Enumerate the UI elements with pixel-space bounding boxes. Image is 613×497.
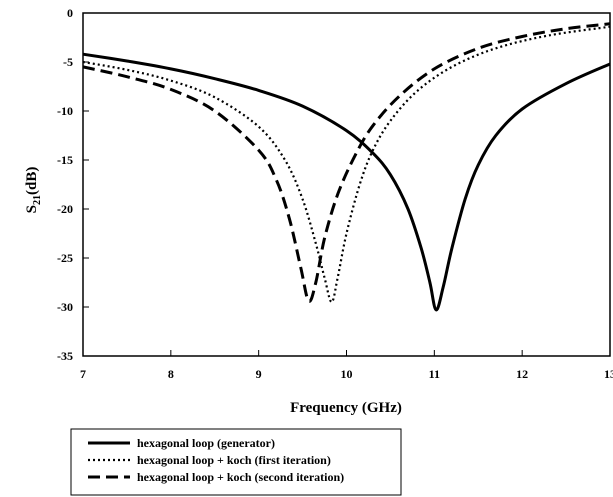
plot-area [82, 12, 611, 357]
x-tick-label: 9 [256, 367, 262, 381]
x-tick-label: 7 [80, 367, 86, 381]
legend: hexagonal loop (generator) hexagonal loop… [70, 428, 402, 496]
y-tick-label: -15 [57, 153, 73, 167]
y-tick-label: -30 [57, 300, 73, 314]
legend-box [70, 428, 402, 496]
y-tick-label: 0 [67, 6, 73, 20]
y-tick-label: -5 [63, 55, 73, 69]
series-line-3 [82, 22, 611, 303]
legend-label-1: hexagonal loop (generator) [137, 436, 275, 450]
x-tick-label: 11 [429, 367, 440, 381]
legend-label-2: hexagonal loop + koch (first iteration) [137, 453, 331, 467]
y-axis: 0 -5 -10 -15 -20 -25 -30 -35 [57, 6, 89, 363]
legend-label-3: hexagonal loop + koch (second iteration) [137, 470, 344, 484]
x-tick-label: 13 [604, 367, 613, 381]
x-tick-label: 12 [516, 367, 528, 381]
series-layer [82, 22, 611, 312]
y-tick-label: -25 [57, 251, 73, 265]
y-tick-label: -10 [57, 104, 73, 118]
series-line-1 [82, 52, 611, 312]
y-tick-label: -20 [57, 202, 73, 216]
x-tick-label: 10 [341, 367, 353, 381]
x-axis-title: Frequency (GHz) [290, 400, 402, 416]
series-line-2 [82, 25, 611, 304]
y-axis-title-main: S [24, 205, 40, 213]
x-tick-label: 8 [168, 367, 174, 381]
y-axis-title: S21(dB) [24, 167, 43, 214]
y-axis-title-sub: 21 [32, 195, 43, 205]
plot-frame [82, 12, 611, 357]
y-tick-label: -35 [57, 349, 73, 363]
x-axis: 7 8 9 10 11 12 13 [80, 350, 613, 381]
y-axis-title-suffix: (dB) [24, 167, 40, 195]
